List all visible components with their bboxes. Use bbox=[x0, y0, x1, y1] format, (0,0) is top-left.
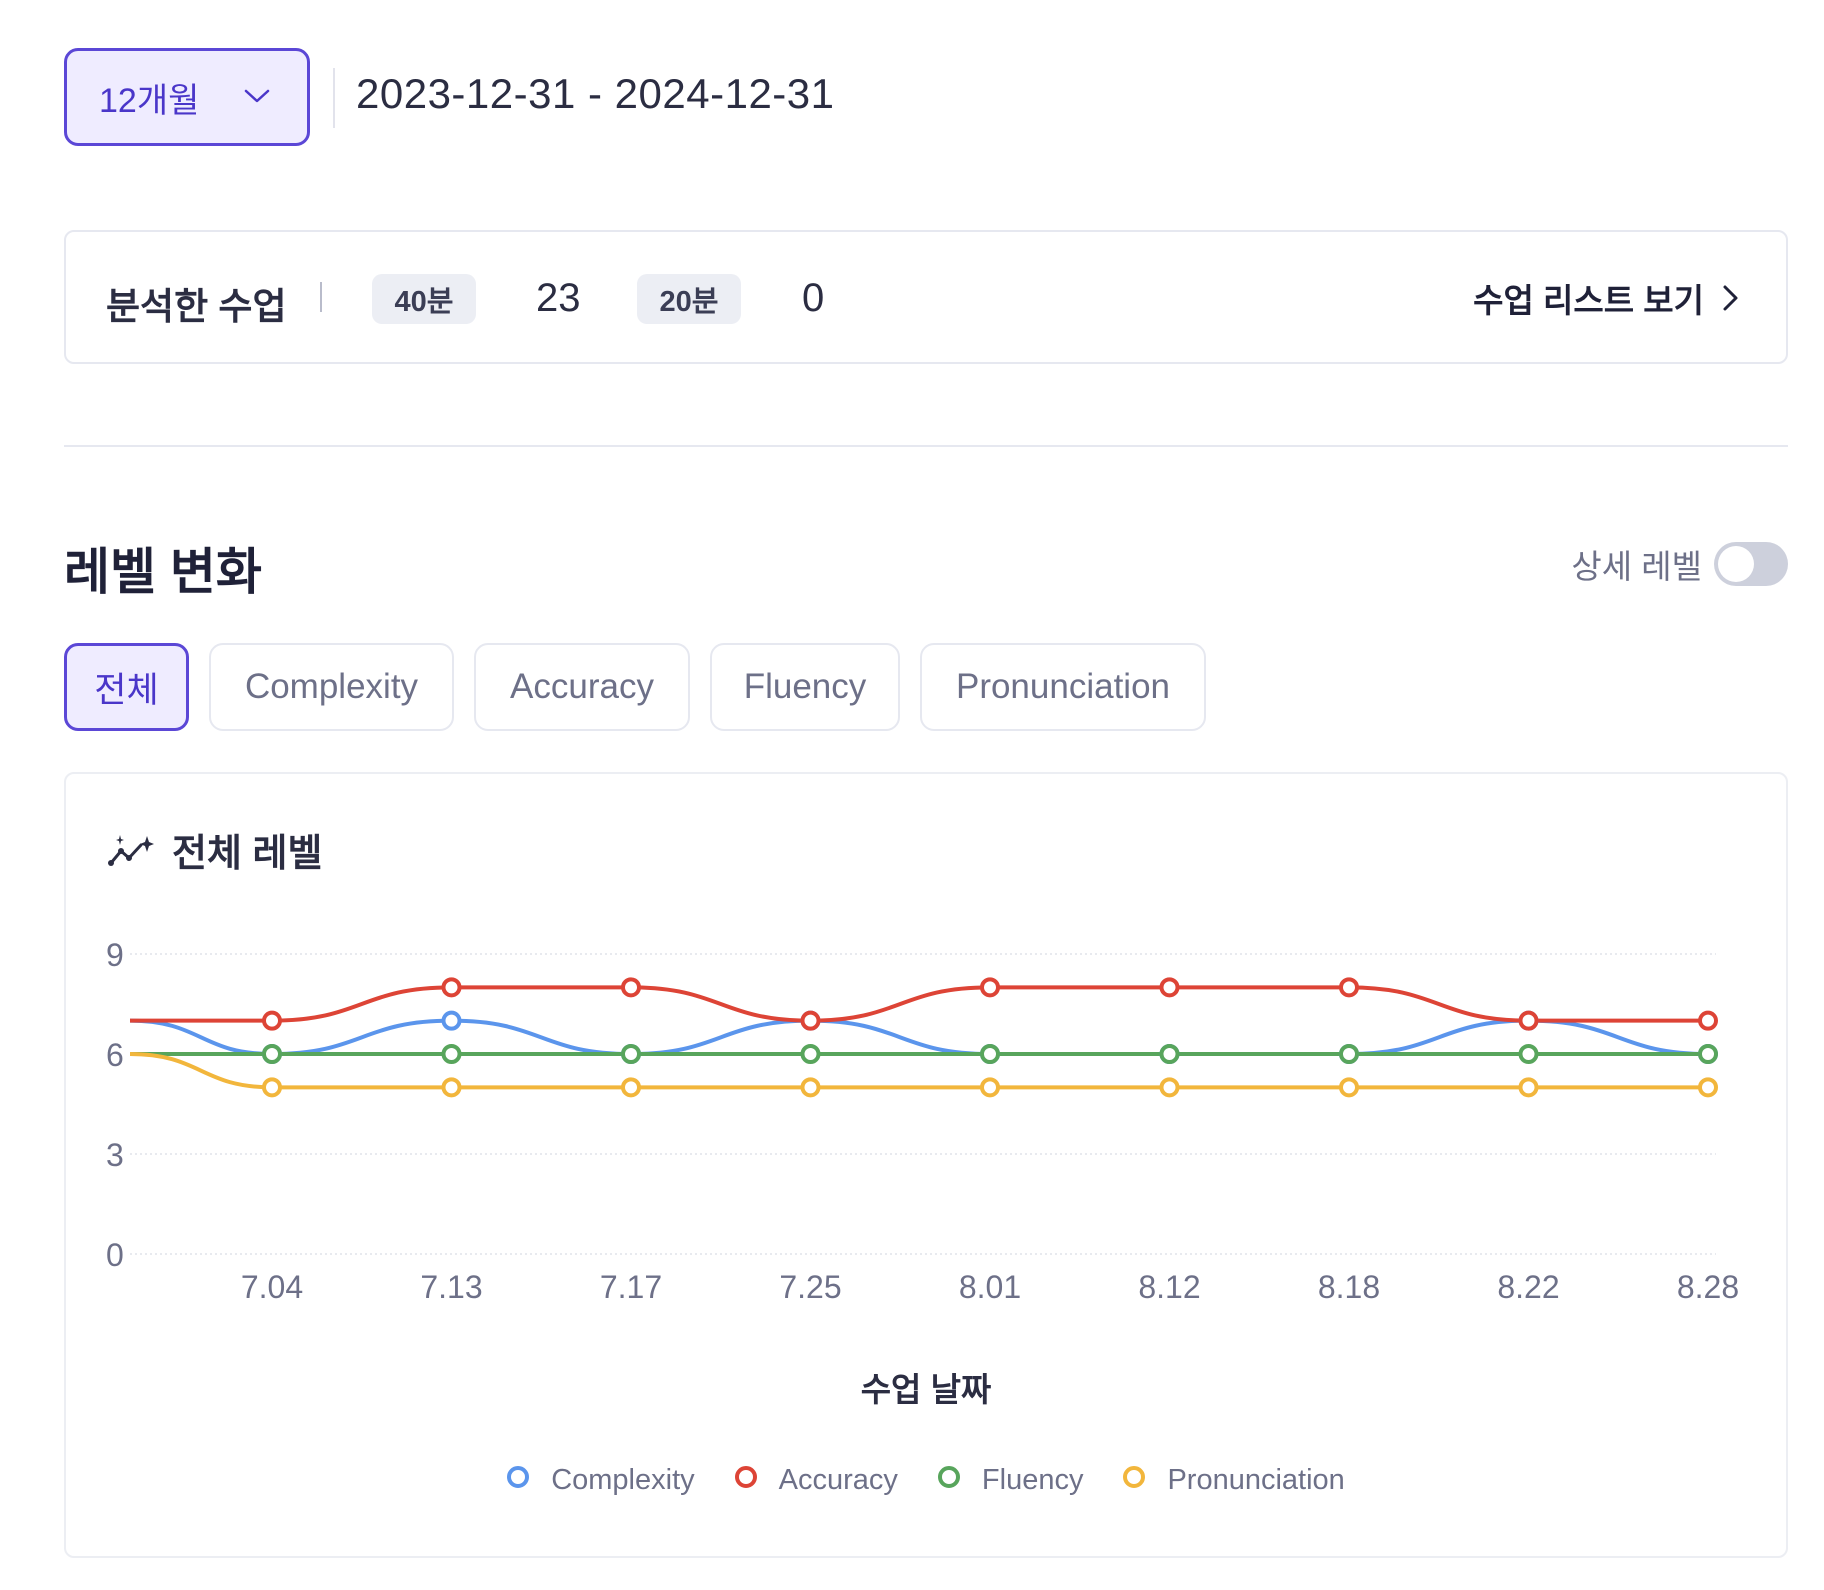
level-line-chart: 0 3 6 9 7.04 7.13 7.17 7.25 8.01 8.12 8.18 8.22 8.28… bbox=[106, 937, 1739, 1408]
chart-header: 전체 레벨 bbox=[108, 822, 322, 877]
y-tick-label: 9 bbox=[106, 937, 124, 973]
chart-title: 전체 레벨 bbox=[172, 833, 323, 875]
level-change-title: 레벨 변화 bbox=[64, 544, 262, 600]
series-line-accuracy bbox=[129, 985, 1708, 1023]
toggle-knob bbox=[1718, 546, 1754, 582]
x-tick-label: 7.04 bbox=[241, 1269, 303, 1305]
data-point-fluency[interactable] bbox=[1698, 1044, 1718, 1064]
data-point-fluency[interactable] bbox=[980, 1044, 1000, 1064]
period-select-label: 12개월 bbox=[99, 81, 200, 120]
data-point-accuracy[interactable] bbox=[1518, 1010, 1539, 1031]
class-list-link[interactable]: 수업 리스트 보기 bbox=[1473, 274, 1740, 322]
data-point-accuracy[interactable] bbox=[1159, 977, 1180, 998]
x-tick-label: 7.25 bbox=[779, 1269, 841, 1305]
detail-level-toggle[interactable] bbox=[1714, 542, 1788, 586]
y-tick-label: 6 bbox=[106, 1037, 124, 1073]
data-point-pronunciation[interactable] bbox=[1518, 1077, 1539, 1098]
analyzed-classes-title: 분석한 수업 bbox=[106, 286, 287, 327]
trend-sparkle-icon bbox=[108, 834, 154, 866]
legend-fluency-label: Fluency bbox=[981, 1464, 1084, 1496]
period-select[interactable]: 12개월 bbox=[64, 48, 310, 146]
y-tick-label: 0 bbox=[106, 1237, 124, 1273]
analyzed-classes-card: 분석한 수업 40분 23 20분 0 수업 리스트 보기 bbox=[64, 230, 1788, 364]
legend-accuracy-label: Accuracy bbox=[778, 1464, 898, 1496]
series-line-pronunciation bbox=[129, 1052, 1708, 1090]
legend-complexity-label: Complexity bbox=[551, 1464, 695, 1496]
data-point-complexity[interactable] bbox=[441, 1010, 462, 1031]
y-tick-label: 3 bbox=[106, 1137, 124, 1173]
chevron-right-icon bbox=[1723, 285, 1738, 311]
x-tick-label: 7.17 bbox=[600, 1269, 662, 1305]
legend-fluency[interactable]: Fluency bbox=[937, 1464, 1084, 1497]
data-point-fluency[interactable] bbox=[1159, 1044, 1180, 1064]
data-point-pronunciation[interactable] bbox=[980, 1077, 1000, 1098]
x-tick-label: 8.18 bbox=[1318, 1269, 1380, 1305]
tab-accuracy[interactable]: Accuracy bbox=[474, 643, 690, 731]
tab-all[interactable]: 전체 bbox=[64, 643, 189, 731]
count-40min: 23 bbox=[536, 276, 581, 320]
data-point-fluency[interactable] bbox=[621, 1044, 641, 1064]
tab-complexity[interactable]: Complexity bbox=[209, 643, 454, 731]
data-point-pronunciation[interactable] bbox=[262, 1077, 282, 1098]
duration-chip-20: 20분 bbox=[637, 274, 741, 324]
data-point-accuracy[interactable] bbox=[621, 977, 641, 998]
x-axis-label: 수업 날짜 bbox=[861, 1371, 992, 1408]
data-point-pronunciation[interactable] bbox=[621, 1077, 641, 1098]
data-point-pronunciation[interactable] bbox=[441, 1077, 462, 1098]
legend-pronunciation[interactable]: Pronunciation bbox=[1123, 1464, 1345, 1497]
data-point-fluency[interactable] bbox=[441, 1044, 462, 1064]
data-point-accuracy[interactable] bbox=[980, 977, 1000, 998]
data-point-pronunciation[interactable] bbox=[1159, 1077, 1180, 1098]
x-tick-label: 7.13 bbox=[420, 1269, 482, 1305]
legend-pronunciation-marker bbox=[1123, 1465, 1146, 1488]
data-point-pronunciation[interactable] bbox=[800, 1077, 821, 1098]
data-point-fluency[interactable] bbox=[1339, 1044, 1359, 1064]
class-list-link-label: 수업 리스트 보기 bbox=[1473, 282, 1704, 319]
x-tick-label: 8.28 bbox=[1677, 1269, 1739, 1305]
count-20min: 0 bbox=[802, 276, 825, 320]
overall-level-chart-card: 전체 레벨 0 3 6 9 7.04 7.13 7.17 7.25 8.01 8.12 8.18 8.… bbox=[64, 772, 1788, 1558]
data-point-accuracy[interactable] bbox=[800, 1010, 821, 1031]
x-tick-label: 8.22 bbox=[1497, 1269, 1559, 1305]
data-point-pronunciation[interactable] bbox=[1698, 1077, 1718, 1098]
data-point-accuracy[interactable] bbox=[441, 977, 462, 998]
legend-complexity[interactable]: Complexity bbox=[507, 1464, 695, 1497]
chart-legend: Complexity Accuracy Fluency Pronunciatio… bbox=[66, 1464, 1786, 1497]
legend-complexity-marker bbox=[507, 1465, 530, 1488]
data-point-accuracy[interactable] bbox=[1698, 1010, 1718, 1031]
tab-fluency[interactable]: Fluency bbox=[710, 643, 900, 731]
legend-accuracy-marker bbox=[734, 1465, 757, 1488]
summary-separator bbox=[320, 282, 322, 312]
legend-accuracy[interactable]: Accuracy bbox=[734, 1464, 898, 1497]
data-point-accuracy[interactable] bbox=[262, 1010, 282, 1031]
tab-pronunciation[interactable]: Pronunciation bbox=[920, 643, 1206, 731]
legend-pronunciation-label: Pronunciation bbox=[1167, 1464, 1345, 1496]
data-point-accuracy[interactable] bbox=[1339, 977, 1359, 998]
section-divider bbox=[64, 445, 1788, 447]
x-tick-label: 8.12 bbox=[1138, 1269, 1200, 1305]
data-point-fluency[interactable] bbox=[262, 1044, 282, 1064]
data-point-pronunciation[interactable] bbox=[1339, 1077, 1359, 1098]
header-divider bbox=[333, 68, 335, 128]
data-point-fluency[interactable] bbox=[800, 1044, 821, 1064]
series-line-complexity bbox=[129, 1018, 1709, 1057]
legend-fluency-marker bbox=[937, 1465, 960, 1488]
duration-chip-40: 40분 bbox=[372, 274, 476, 324]
detail-level-toggle-group: 상세 레벨 bbox=[1571, 540, 1788, 588]
date-range: 2023-12-31 - 2024-12-31 bbox=[356, 70, 835, 117]
detail-level-label: 상세 레벨 bbox=[1571, 548, 1702, 585]
data-point-fluency[interactable] bbox=[1518, 1044, 1539, 1064]
x-tick-label: 8.01 bbox=[959, 1269, 1021, 1305]
chevron-down-icon bbox=[244, 89, 270, 103]
